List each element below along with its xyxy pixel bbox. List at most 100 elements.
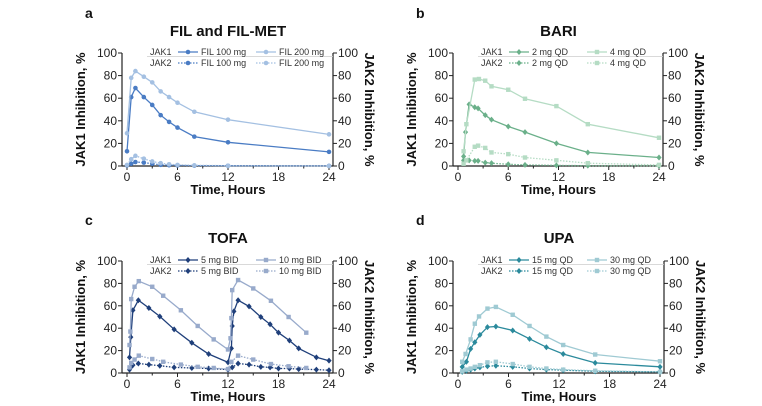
panel-letter: a <box>85 5 93 21</box>
x-tick-label: 18 <box>272 377 286 391</box>
data-point <box>493 362 499 369</box>
data-point <box>472 364 478 370</box>
data-point <box>543 344 549 351</box>
data-point <box>206 350 212 357</box>
x-tick-label: 0 <box>455 170 462 184</box>
right-y-tick-label: 60 <box>669 299 683 313</box>
data-point <box>246 361 252 368</box>
legend-swatch-marker <box>263 268 269 274</box>
legend-label: 2 mg QD <box>532 58 569 68</box>
left-y-tick-label: 40 <box>435 114 449 128</box>
data-point <box>136 278 141 284</box>
data-point <box>192 134 197 139</box>
data-point <box>475 143 481 148</box>
data-point <box>592 352 598 357</box>
data-point <box>192 109 197 115</box>
left-y-tick-label: 100 <box>428 254 448 268</box>
left-y-tick-label: 0 <box>441 159 448 173</box>
right-y-tick-label: 20 <box>338 344 352 358</box>
data-point <box>235 353 241 358</box>
left-y-tick-label: 20 <box>435 136 449 150</box>
data-point <box>477 331 483 338</box>
data-point <box>158 89 163 94</box>
data-point <box>128 75 134 81</box>
data-point <box>483 78 488 83</box>
data-point <box>475 105 481 112</box>
right-y-tick-label: 0 <box>338 159 345 173</box>
series-jak1-2-mg-qd <box>461 101 662 161</box>
data-point <box>326 357 332 364</box>
x-tick-label: 6 <box>174 170 181 184</box>
x-tick-label: 12 <box>221 377 235 391</box>
series-jak2-2-mg-qd <box>461 157 662 169</box>
data-point <box>126 354 133 361</box>
left-y-tick-label: 80 <box>104 276 118 290</box>
x-tick-label: 18 <box>272 170 286 184</box>
data-point <box>472 144 477 149</box>
data-point <box>553 140 560 147</box>
data-point <box>476 314 482 319</box>
data-point <box>468 366 473 371</box>
data-point <box>482 112 488 119</box>
right-y-tick-label: 20 <box>668 136 682 150</box>
data-point <box>229 359 234 364</box>
data-point <box>268 298 274 303</box>
data-point <box>585 121 591 127</box>
panel-title: TOFA <box>208 230 248 247</box>
panel-letter: c <box>85 212 93 228</box>
data-point <box>657 359 663 364</box>
x-tick-label: 24 <box>653 377 667 391</box>
data-point <box>493 323 499 330</box>
legend-swatch-marker <box>516 268 522 274</box>
left-y-axis-label: JAK1 Inhibition, % <box>404 260 419 375</box>
data-point <box>129 360 134 366</box>
legend-swatch-marker <box>516 60 522 66</box>
data-point <box>463 358 470 365</box>
series-jak1-fil-200-mg <box>124 68 332 137</box>
left-y-tick-label: 100 <box>97 254 117 268</box>
left-y-axis-label: JAK1 Inhibition, % <box>404 52 419 167</box>
data-point <box>225 347 231 352</box>
data-point <box>472 339 478 346</box>
data-point <box>468 337 473 342</box>
x-tick-label: 12 <box>552 170 566 184</box>
data-point <box>506 151 511 157</box>
right-y-axis-label: JAK2 Inhibition, % <box>362 52 377 167</box>
data-point <box>251 357 256 362</box>
series-jak1-15-mg-qd <box>459 323 663 370</box>
data-point <box>135 297 141 304</box>
data-point <box>464 367 469 372</box>
legend-swatch-marker <box>185 257 191 263</box>
right-y-tick-label: 80 <box>669 276 683 290</box>
data-point <box>267 321 273 328</box>
data-point <box>313 366 319 373</box>
left-y-axis-label: JAK1 Inhibition, % <box>73 260 88 375</box>
data-point <box>127 342 132 348</box>
legend-row-label: JAK1 <box>150 255 172 265</box>
right-y-tick-label: 60 <box>668 91 682 105</box>
data-point <box>157 362 163 369</box>
data-point <box>251 286 256 291</box>
x-tick-label: 18 <box>603 377 617 391</box>
data-point <box>585 160 591 166</box>
data-point <box>472 157 478 164</box>
legend-swatch-marker <box>263 60 269 66</box>
data-point <box>141 160 147 165</box>
x-axis-label: Time, Hours <box>522 389 597 404</box>
data-point <box>133 153 138 159</box>
data-point <box>166 119 172 125</box>
data-point <box>296 345 302 352</box>
data-point <box>460 369 465 374</box>
data-point <box>464 158 469 163</box>
data-point <box>488 160 495 167</box>
legend-swatch-marker <box>185 60 191 66</box>
left-y-tick-label: 80 <box>435 69 449 83</box>
data-point <box>246 303 252 310</box>
data-point <box>275 329 282 336</box>
panel-letter: b <box>416 5 425 21</box>
data-point <box>133 159 138 165</box>
data-point <box>171 364 177 371</box>
right-y-tick-label: 40 <box>669 321 683 335</box>
data-point <box>460 359 465 364</box>
